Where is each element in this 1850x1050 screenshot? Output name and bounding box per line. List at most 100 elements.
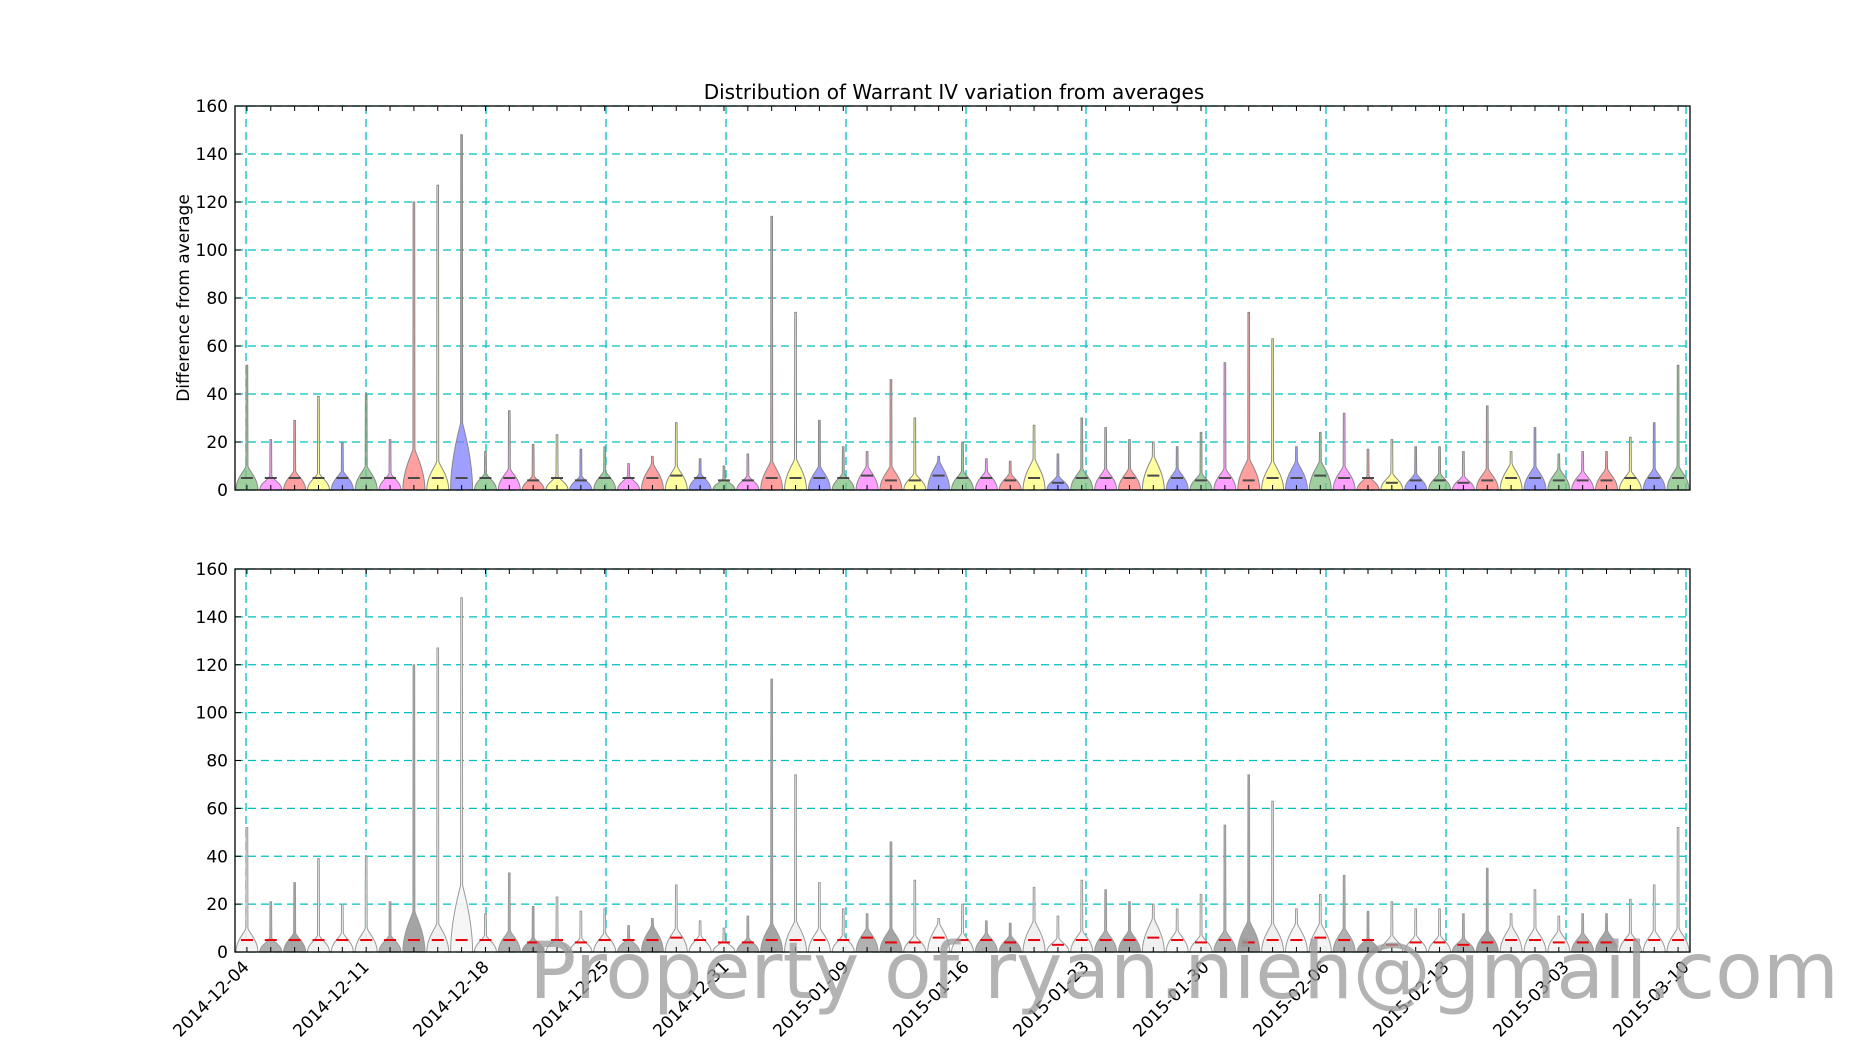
violin-body xyxy=(521,443,545,491)
violin-body xyxy=(569,910,593,953)
violin-body xyxy=(664,422,688,491)
violin-body xyxy=(259,439,283,491)
top-violin-panel: 0 20 40 60 80 100 120 140 160 xyxy=(196,97,1691,501)
violin-body xyxy=(283,419,307,491)
y-tick-label: 20 xyxy=(206,895,228,915)
violin-body xyxy=(450,597,474,953)
violin-body xyxy=(1618,898,1642,953)
violin-body xyxy=(235,827,259,953)
violin-body xyxy=(1356,448,1380,491)
violin-body xyxy=(1213,362,1237,491)
y-tick-label: 60 xyxy=(206,799,228,819)
violin-body xyxy=(1666,827,1690,953)
violin-body xyxy=(1046,915,1070,953)
violin-body xyxy=(664,884,688,953)
violin-body xyxy=(1451,913,1475,953)
violin-body xyxy=(1261,338,1285,491)
violin-body xyxy=(784,774,808,953)
violin-body xyxy=(903,417,927,491)
y-tick-label: 120 xyxy=(196,656,228,676)
violin-body xyxy=(998,922,1022,953)
violin-body xyxy=(927,917,951,953)
chart-title: Distribution of Warrant IV variation fro… xyxy=(704,80,1205,104)
violin-body xyxy=(450,134,474,491)
x-tick-label: 2014-12-18 xyxy=(410,957,494,1041)
violin-body xyxy=(1308,431,1332,491)
violin-body xyxy=(879,379,903,491)
violin-body xyxy=(1523,427,1547,491)
violin-body xyxy=(1356,910,1380,953)
y-tick-label: 0 xyxy=(217,481,228,501)
y-tick-label: 80 xyxy=(206,752,228,772)
violin-body xyxy=(1475,405,1499,491)
violin-body xyxy=(354,855,378,953)
violin-body xyxy=(378,901,402,953)
violin-body xyxy=(927,455,951,491)
violin-body xyxy=(1642,884,1666,953)
y-tick-label: 0 xyxy=(217,943,228,963)
y-tick-label: 160 xyxy=(196,560,228,580)
violin-body xyxy=(760,678,784,953)
violin-body xyxy=(1642,422,1666,491)
violin-body xyxy=(1165,446,1189,491)
x-tick-label: 2014-12-04 xyxy=(170,957,254,1041)
violin-body xyxy=(998,460,1022,491)
violin-body xyxy=(855,913,879,953)
y-tick-label: 80 xyxy=(206,289,228,309)
y-tick-label: 60 xyxy=(206,337,228,357)
violin-body xyxy=(1380,901,1404,953)
violin-body xyxy=(688,920,712,953)
violin-body xyxy=(426,184,450,491)
violin-body xyxy=(1189,894,1213,953)
violin-body xyxy=(1332,874,1356,953)
violin-body xyxy=(1070,417,1094,491)
violin-body xyxy=(330,441,354,491)
violin-body xyxy=(974,458,998,491)
y-tick-label: 20 xyxy=(206,433,228,453)
violin-body xyxy=(688,458,712,491)
y-tick-label: 140 xyxy=(196,608,228,628)
violin-body xyxy=(593,908,617,953)
violin-body xyxy=(473,913,497,953)
violin-body xyxy=(1666,364,1690,491)
violin-body xyxy=(1094,889,1118,953)
violin-body xyxy=(879,841,903,953)
violin-body xyxy=(497,410,521,491)
violin-body xyxy=(1022,424,1046,491)
violin-body xyxy=(1428,908,1452,953)
violin-body xyxy=(807,882,831,953)
violin-body xyxy=(259,901,283,953)
violin-body xyxy=(712,927,736,953)
y-tick-label: 160 xyxy=(196,97,228,117)
violin-body xyxy=(545,896,569,953)
violin-body xyxy=(1022,886,1046,953)
x-tick-label: 2014-12-11 xyxy=(290,957,374,1041)
violin-body xyxy=(402,664,426,953)
violin-body xyxy=(1070,879,1094,953)
violin-body xyxy=(784,311,808,491)
violin-body xyxy=(1141,441,1165,491)
violin-body xyxy=(1165,908,1189,953)
y-tick-label: 100 xyxy=(196,241,228,261)
violin-body xyxy=(1237,311,1261,491)
violin-body xyxy=(831,446,855,491)
violin-body xyxy=(1332,412,1356,491)
violin-body xyxy=(1571,451,1595,491)
violin-body xyxy=(306,858,330,953)
y-tick-label: 40 xyxy=(206,847,228,867)
y-tick-label: 120 xyxy=(196,193,228,213)
y-tick-label: 100 xyxy=(196,704,228,724)
violin-body xyxy=(306,395,330,491)
violin-body xyxy=(640,455,664,491)
violin-body xyxy=(831,908,855,953)
violin-body xyxy=(760,215,784,491)
violin-body xyxy=(1404,446,1428,491)
violin-body xyxy=(1475,867,1499,953)
violin-body xyxy=(1595,451,1619,491)
violin-body xyxy=(378,439,402,491)
violin-body xyxy=(235,364,259,491)
violin-body xyxy=(1213,824,1237,953)
y-tick-label: 140 xyxy=(196,145,228,165)
violin-body xyxy=(426,647,450,953)
